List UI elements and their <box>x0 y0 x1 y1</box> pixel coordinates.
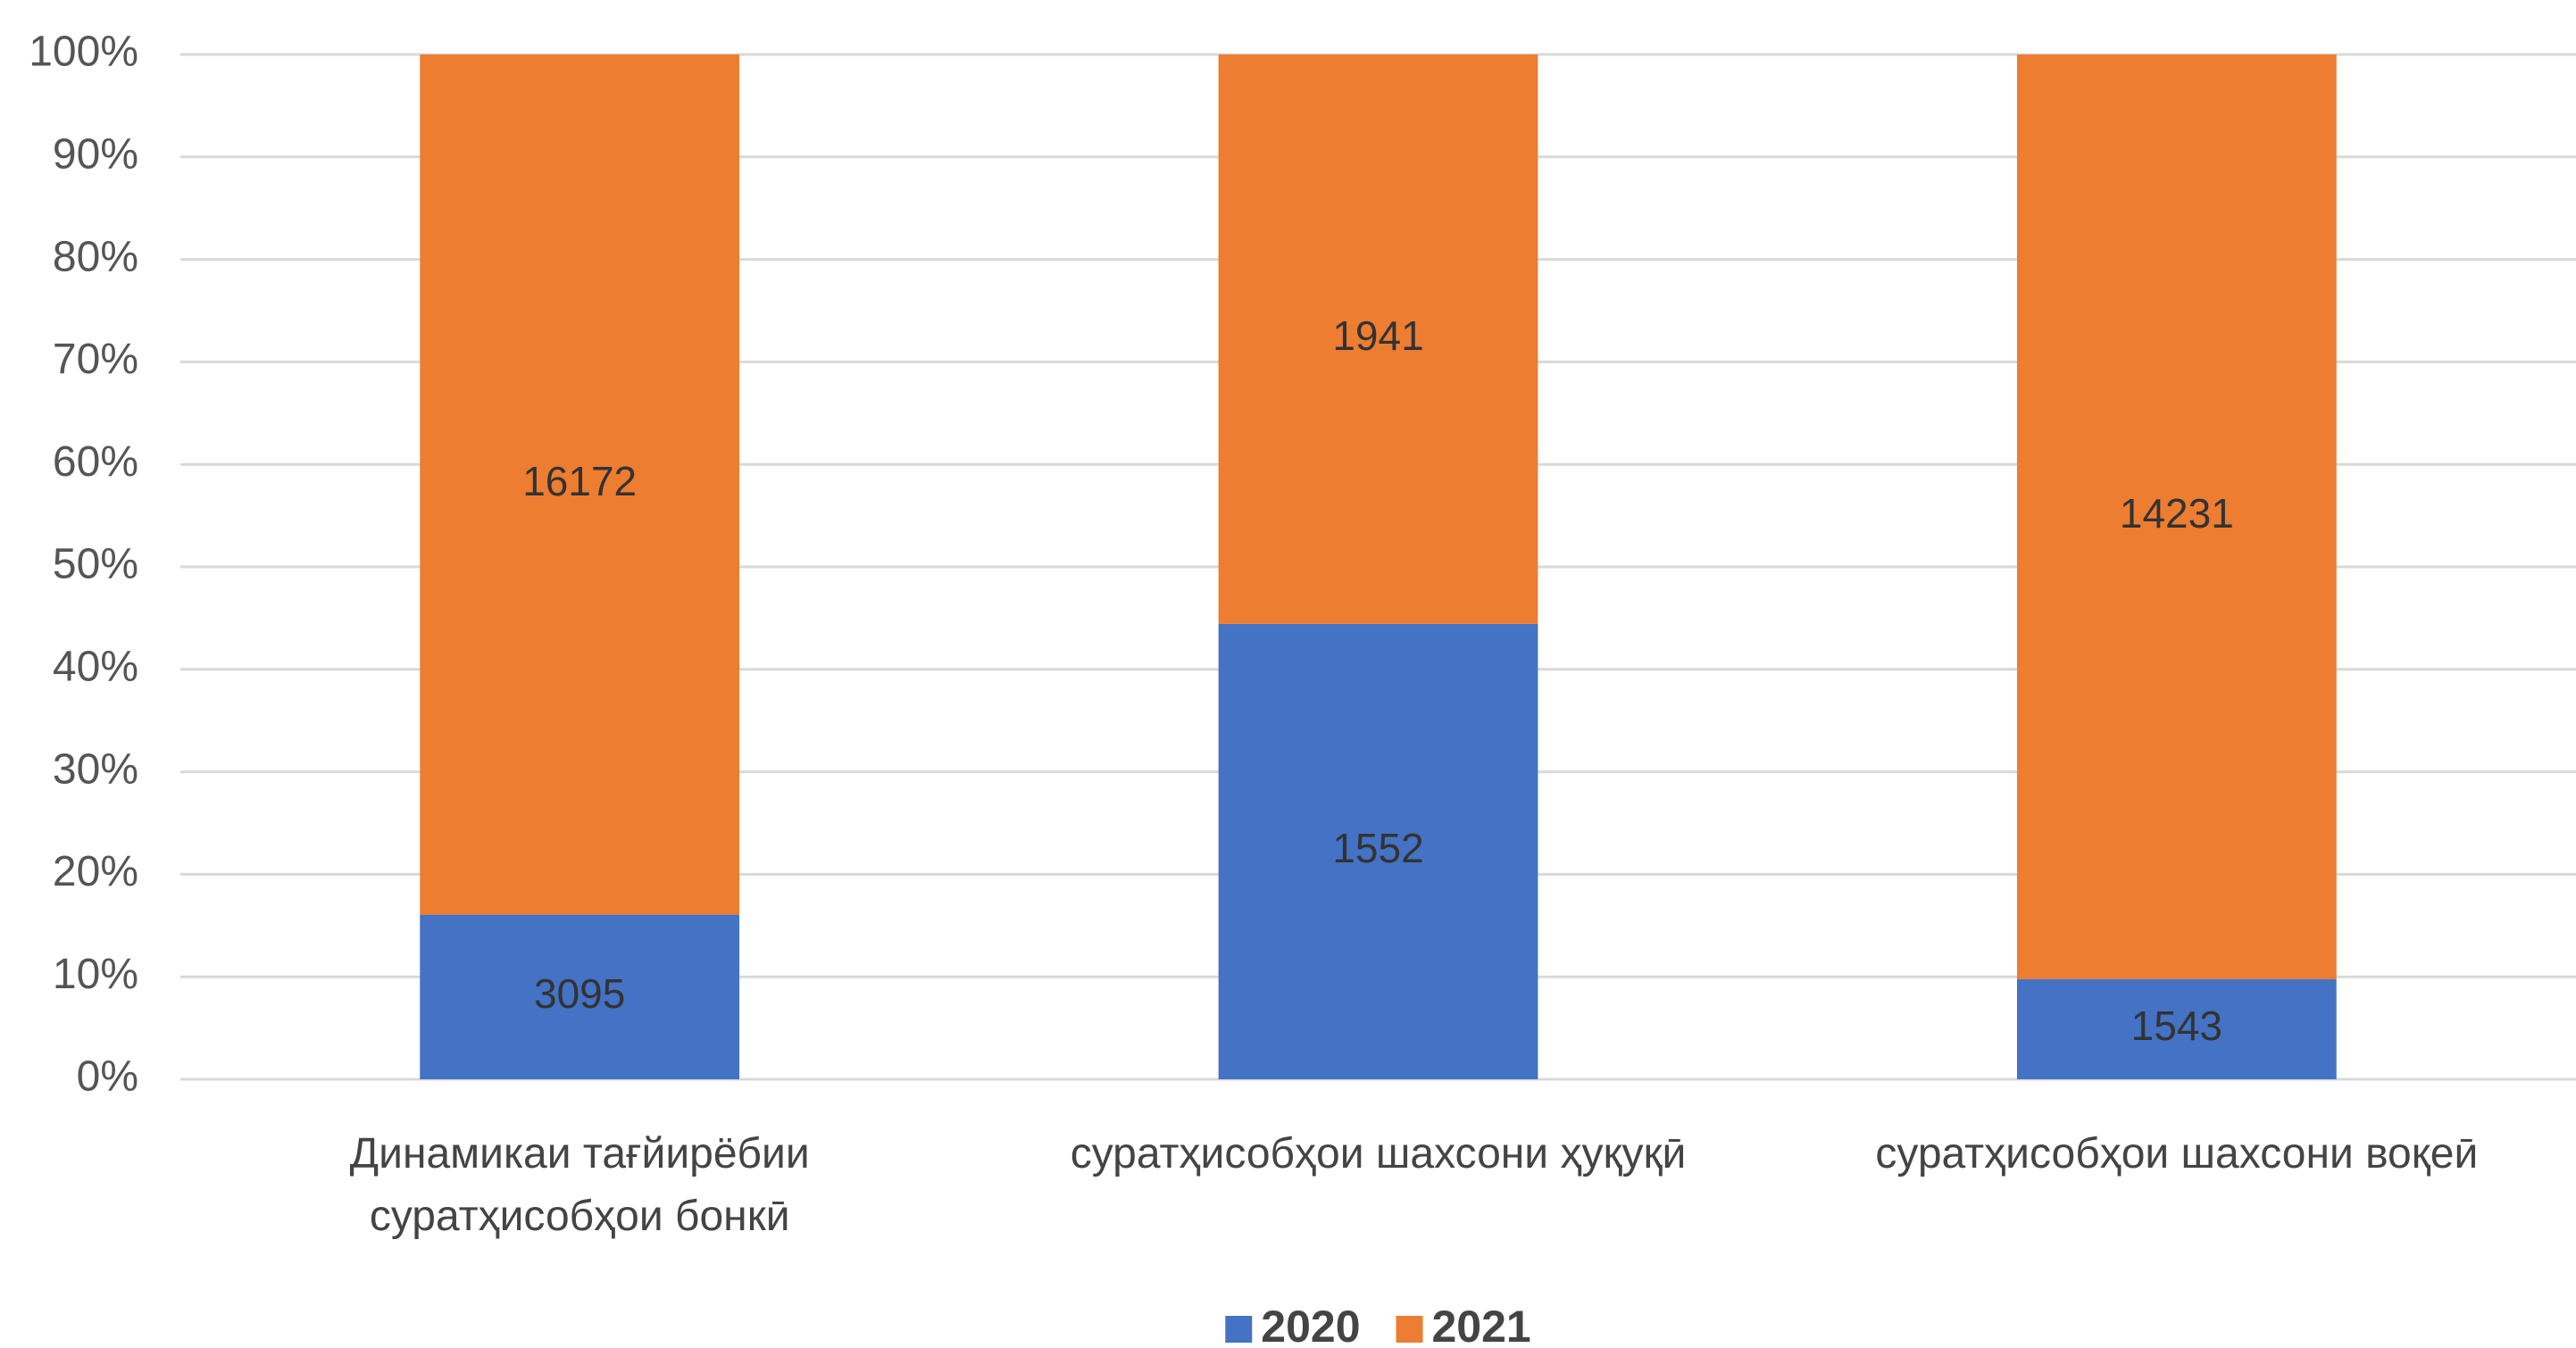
bar-segment <box>2016 978 2337 1079</box>
legend-label: 2020 <box>1261 1302 1360 1348</box>
y-tick-label: 50% <box>53 541 138 588</box>
data-label: 16172 <box>522 458 637 504</box>
legend-swatch <box>1396 1316 1423 1343</box>
bar-segment <box>2016 54 2337 979</box>
bar-segment <box>1218 623 1538 1079</box>
data-label: 3095 <box>534 970 625 1017</box>
y-tick-label: 100% <box>29 29 138 76</box>
y-tick-label: 40% <box>53 643 138 690</box>
y-tick-label: 60% <box>53 438 138 486</box>
y-tick-label: 30% <box>53 745 138 793</box>
bar-segment <box>420 54 740 915</box>
x-tick-label: Динамикаи тағйирёбии суратҳисобҳои бонкӣ <box>349 1130 810 1240</box>
y-tick-label: 70% <box>53 336 138 383</box>
data-label: 1552 <box>1332 825 1423 871</box>
bar-segment <box>1218 54 1538 624</box>
y-tick-label: 0% <box>77 1053 138 1101</box>
y-tick-label: 20% <box>53 848 138 895</box>
data-label: 1543 <box>2131 1003 2222 1049</box>
bar-segment <box>420 914 740 1079</box>
data-label: 1941 <box>1332 312 1423 359</box>
y-tick-label: 90% <box>53 130 138 178</box>
legend-label: 2021 <box>1432 1302 1531 1348</box>
x-tick-label: суратҳисобҳои шахсони ҳуқуқӣ <box>1070 1130 1687 1177</box>
y-tick-label: 10% <box>53 951 138 998</box>
data-label: 14231 <box>2120 490 2234 537</box>
legend-swatch <box>1225 1316 1253 1343</box>
x-tick-label: суратҳисобҳои шахсони воқеӣ <box>1875 1130 2479 1177</box>
y-tick-label: 80% <box>53 233 138 280</box>
